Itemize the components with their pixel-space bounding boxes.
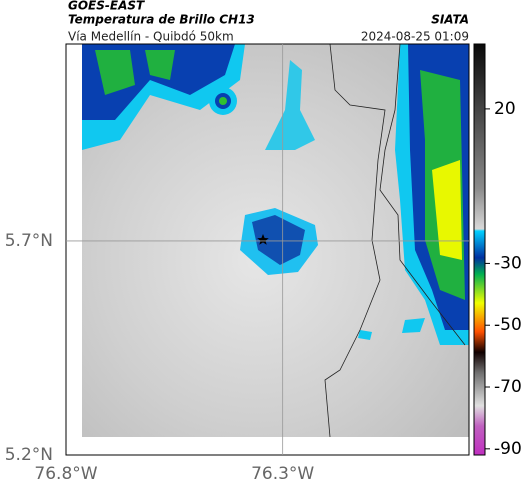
x-tick-label: 76.3°W — [251, 464, 314, 484]
agency: SIATA — [431, 13, 469, 27]
colorbar-tick-label: -70 — [494, 377, 522, 397]
colorbar — [473, 43, 486, 456]
product: Temperatura de Brillo CH13 — [68, 13, 255, 27]
y-tick-label: 5.7°N — [5, 231, 53, 251]
colorbar-tick-label: -90 — [494, 439, 522, 459]
colorbar-tick-label: -50 — [494, 315, 522, 335]
colorbar-tick-label: -30 — [494, 253, 522, 273]
y-tick-label: 5.2°N — [5, 445, 53, 465]
x-tick-label: 76.8°W — [34, 464, 97, 484]
datetime: 2024-08-25 01:09 — [361, 30, 469, 44]
imagery — [65, 43, 470, 456]
colorbar-tick-label: 20 — [494, 99, 516, 119]
route: Vía Medellín - Quibdó 50km — [68, 30, 234, 44]
source: GOES-EAST — [68, 0, 145, 13]
